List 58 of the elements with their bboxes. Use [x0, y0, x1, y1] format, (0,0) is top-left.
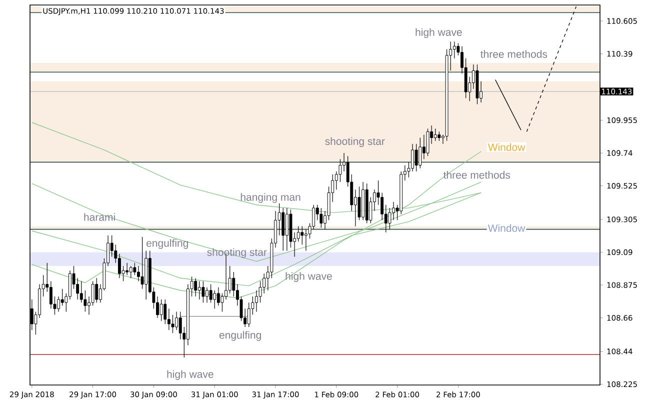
candlestick — [202, 280, 205, 303]
candlestick — [126, 262, 129, 276]
candlestick — [388, 208, 392, 230]
candlestick — [84, 290, 87, 312]
candlestick — [392, 202, 395, 220]
annotation: engulfing — [146, 239, 188, 249]
annotation: Window — [488, 143, 526, 151]
annotation: Window — [488, 224, 526, 232]
candlestick — [60, 288, 64, 306]
annotation: engulfing — [219, 331, 261, 341]
candlestick — [452, 41, 456, 59]
candlestick — [411, 144, 414, 172]
candlestick — [160, 299, 163, 322]
candlestick — [167, 308, 170, 330]
candlestick — [320, 208, 323, 228]
candlestick — [209, 284, 212, 303]
candlestick — [414, 144, 418, 172]
candlestick — [312, 204, 316, 230]
candlestick — [300, 226, 304, 245]
annotation: hanging man — [240, 193, 300, 203]
candlestick — [118, 253, 121, 278]
candlestick — [68, 270, 72, 300]
candlestick — [164, 299, 167, 324]
annotation: shooting star — [325, 137, 385, 148]
candlestick — [247, 302, 250, 328]
candlestick — [255, 290, 258, 312]
candlestick — [133, 262, 136, 276]
candlestick — [178, 311, 182, 340]
candlestick — [418, 137, 422, 169]
candlestick — [438, 131, 441, 142]
annotation: three methods — [480, 50, 548, 58]
candlestick — [57, 296, 60, 312]
candlestick — [216, 287, 220, 306]
candlestick — [213, 290, 216, 309]
candlestick — [228, 266, 232, 294]
candlestick — [91, 280, 94, 306]
candlestick — [380, 192, 384, 220]
candlestick — [137, 266, 140, 282]
candlestick — [140, 236, 144, 290]
candlestick — [194, 278, 198, 297]
candlestick — [282, 208, 285, 251]
candlestick — [262, 273, 266, 294]
candlestick — [296, 226, 300, 242]
annotation: high wave — [416, 28, 462, 38]
candlestick — [426, 128, 430, 156]
candlestick — [76, 278, 80, 300]
annotation: high wave — [167, 370, 214, 380]
candlestick — [80, 280, 83, 303]
candlestick — [304, 229, 308, 251]
candlestick — [95, 278, 98, 303]
candlestick — [175, 311, 178, 330]
candlestick — [434, 128, 437, 142]
candlestick — [129, 266, 132, 278]
candlestick — [232, 272, 236, 297]
candlestick — [285, 208, 288, 251]
candlestick — [198, 280, 201, 300]
candlestick — [206, 287, 208, 303]
candlestick — [49, 280, 52, 309]
